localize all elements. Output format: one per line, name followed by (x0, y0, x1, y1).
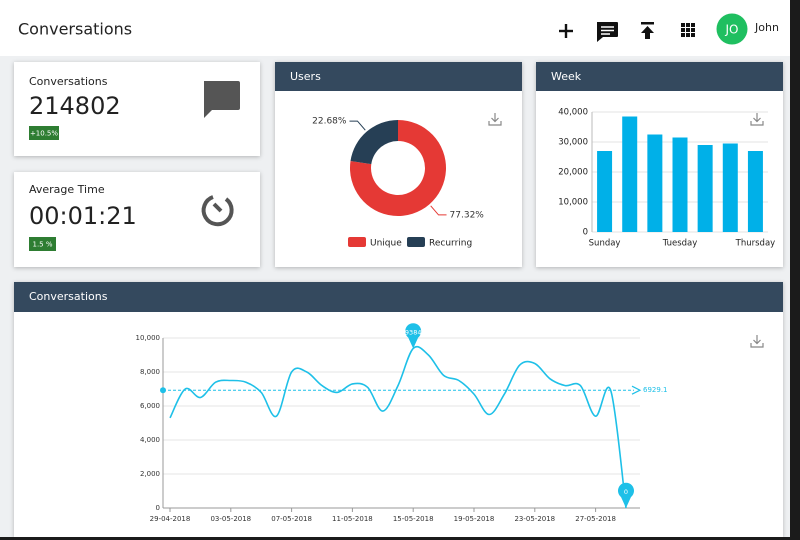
y-tick-label: 30,000 (558, 138, 588, 148)
add-button[interactable] (559, 24, 573, 38)
panel-header (275, 62, 522, 91)
marker-pin (405, 323, 422, 349)
top-bar (0, 0, 790, 56)
legend-swatch (348, 237, 366, 247)
x-tick-label: 27-05-2018 (575, 515, 616, 523)
x-tick-label: 29-04-2018 (150, 515, 191, 523)
stat-label: Average Time (29, 183, 105, 196)
leader-line (430, 205, 447, 216)
marker-label: 9384 (405, 328, 422, 336)
bar (672, 137, 688, 232)
apps-button[interactable] (681, 23, 695, 37)
app-title: Conversations (18, 20, 132, 39)
stat-value: 00:01:21 (29, 202, 137, 230)
x-tick-label: 23-05-2018 (514, 515, 555, 523)
chat-icon (204, 81, 240, 118)
average-arrow (631, 385, 642, 395)
bar (647, 134, 663, 232)
x-tick-label: 03-05-2018 (210, 515, 251, 523)
y-tick-label: 4,000 (140, 436, 160, 444)
stat-badge-text: 1.5 % (32, 241, 52, 249)
y-tick-label: 0 (156, 504, 160, 512)
marker-pin (618, 482, 634, 508)
stat-badge (29, 126, 59, 140)
stat-value: 214802 (29, 92, 121, 120)
bar (622, 116, 638, 232)
x-tick-label: 07-05-2018 (271, 515, 312, 523)
stat-label: Conversations (29, 75, 108, 88)
y-tick-label: 10,000 (136, 334, 161, 342)
leader-line (349, 120, 366, 131)
bar (697, 145, 713, 232)
upload-button[interactable] (641, 22, 654, 39)
average-dot (160, 387, 166, 394)
messages-button[interactable] (597, 22, 618, 42)
panel-title: Conversations (29, 290, 108, 303)
stat-card (14, 172, 260, 267)
panel-title: Users (290, 70, 321, 83)
x-tick-label: Sunday (589, 239, 621, 249)
user-menu[interactable]: JO John (716, 13, 779, 45)
donut-slice (350, 120, 398, 165)
x-tick-label: 19-05-2018 (454, 515, 495, 523)
download-button[interactable] (750, 335, 764, 348)
stat-badge-text: +10.5% (30, 130, 58, 138)
panel (14, 282, 783, 537)
avatar-initials: JO (725, 23, 739, 37)
donut-slice (349, 120, 446, 217)
slice-label: 22.68% (312, 117, 347, 127)
bar (747, 151, 763, 232)
download-button[interactable] (488, 113, 502, 126)
stat-badge (29, 237, 56, 251)
panel-title: Week (551, 70, 582, 83)
legend-label: Unique (370, 239, 402, 249)
y-tick-label: 2,000 (140, 470, 160, 478)
y-tick-label: 6,000 (140, 402, 160, 410)
y-tick-label: 10,000 (558, 198, 588, 208)
y-tick-label: 40,000 (558, 108, 588, 118)
download-button[interactable] (750, 113, 764, 126)
x-tick-label: 15-05-2018 (393, 515, 434, 523)
x-tick-label: Thursday (735, 239, 776, 249)
x-tick-label: 11-05-2018 (332, 515, 373, 523)
average-label: 6929.1 (643, 386, 668, 394)
legend-swatch (407, 237, 425, 247)
timer-icon (201, 195, 234, 227)
bar (722, 143, 738, 232)
legend-label: Recurring (429, 239, 472, 249)
marker-label: 0 (624, 488, 628, 496)
x-tick-label: Tuesday (662, 239, 698, 249)
y-tick-label: 8,000 (140, 368, 160, 376)
user-name: John (754, 21, 779, 34)
panel-header (14, 282, 783, 312)
y-tick-label: 20,000 (558, 168, 588, 178)
panel-header (536, 62, 783, 91)
panel (275, 62, 522, 267)
slice-label: 77.32% (450, 210, 485, 220)
line-series (169, 345, 627, 509)
bar (597, 151, 613, 232)
y-tick-label: 0 (583, 228, 588, 238)
